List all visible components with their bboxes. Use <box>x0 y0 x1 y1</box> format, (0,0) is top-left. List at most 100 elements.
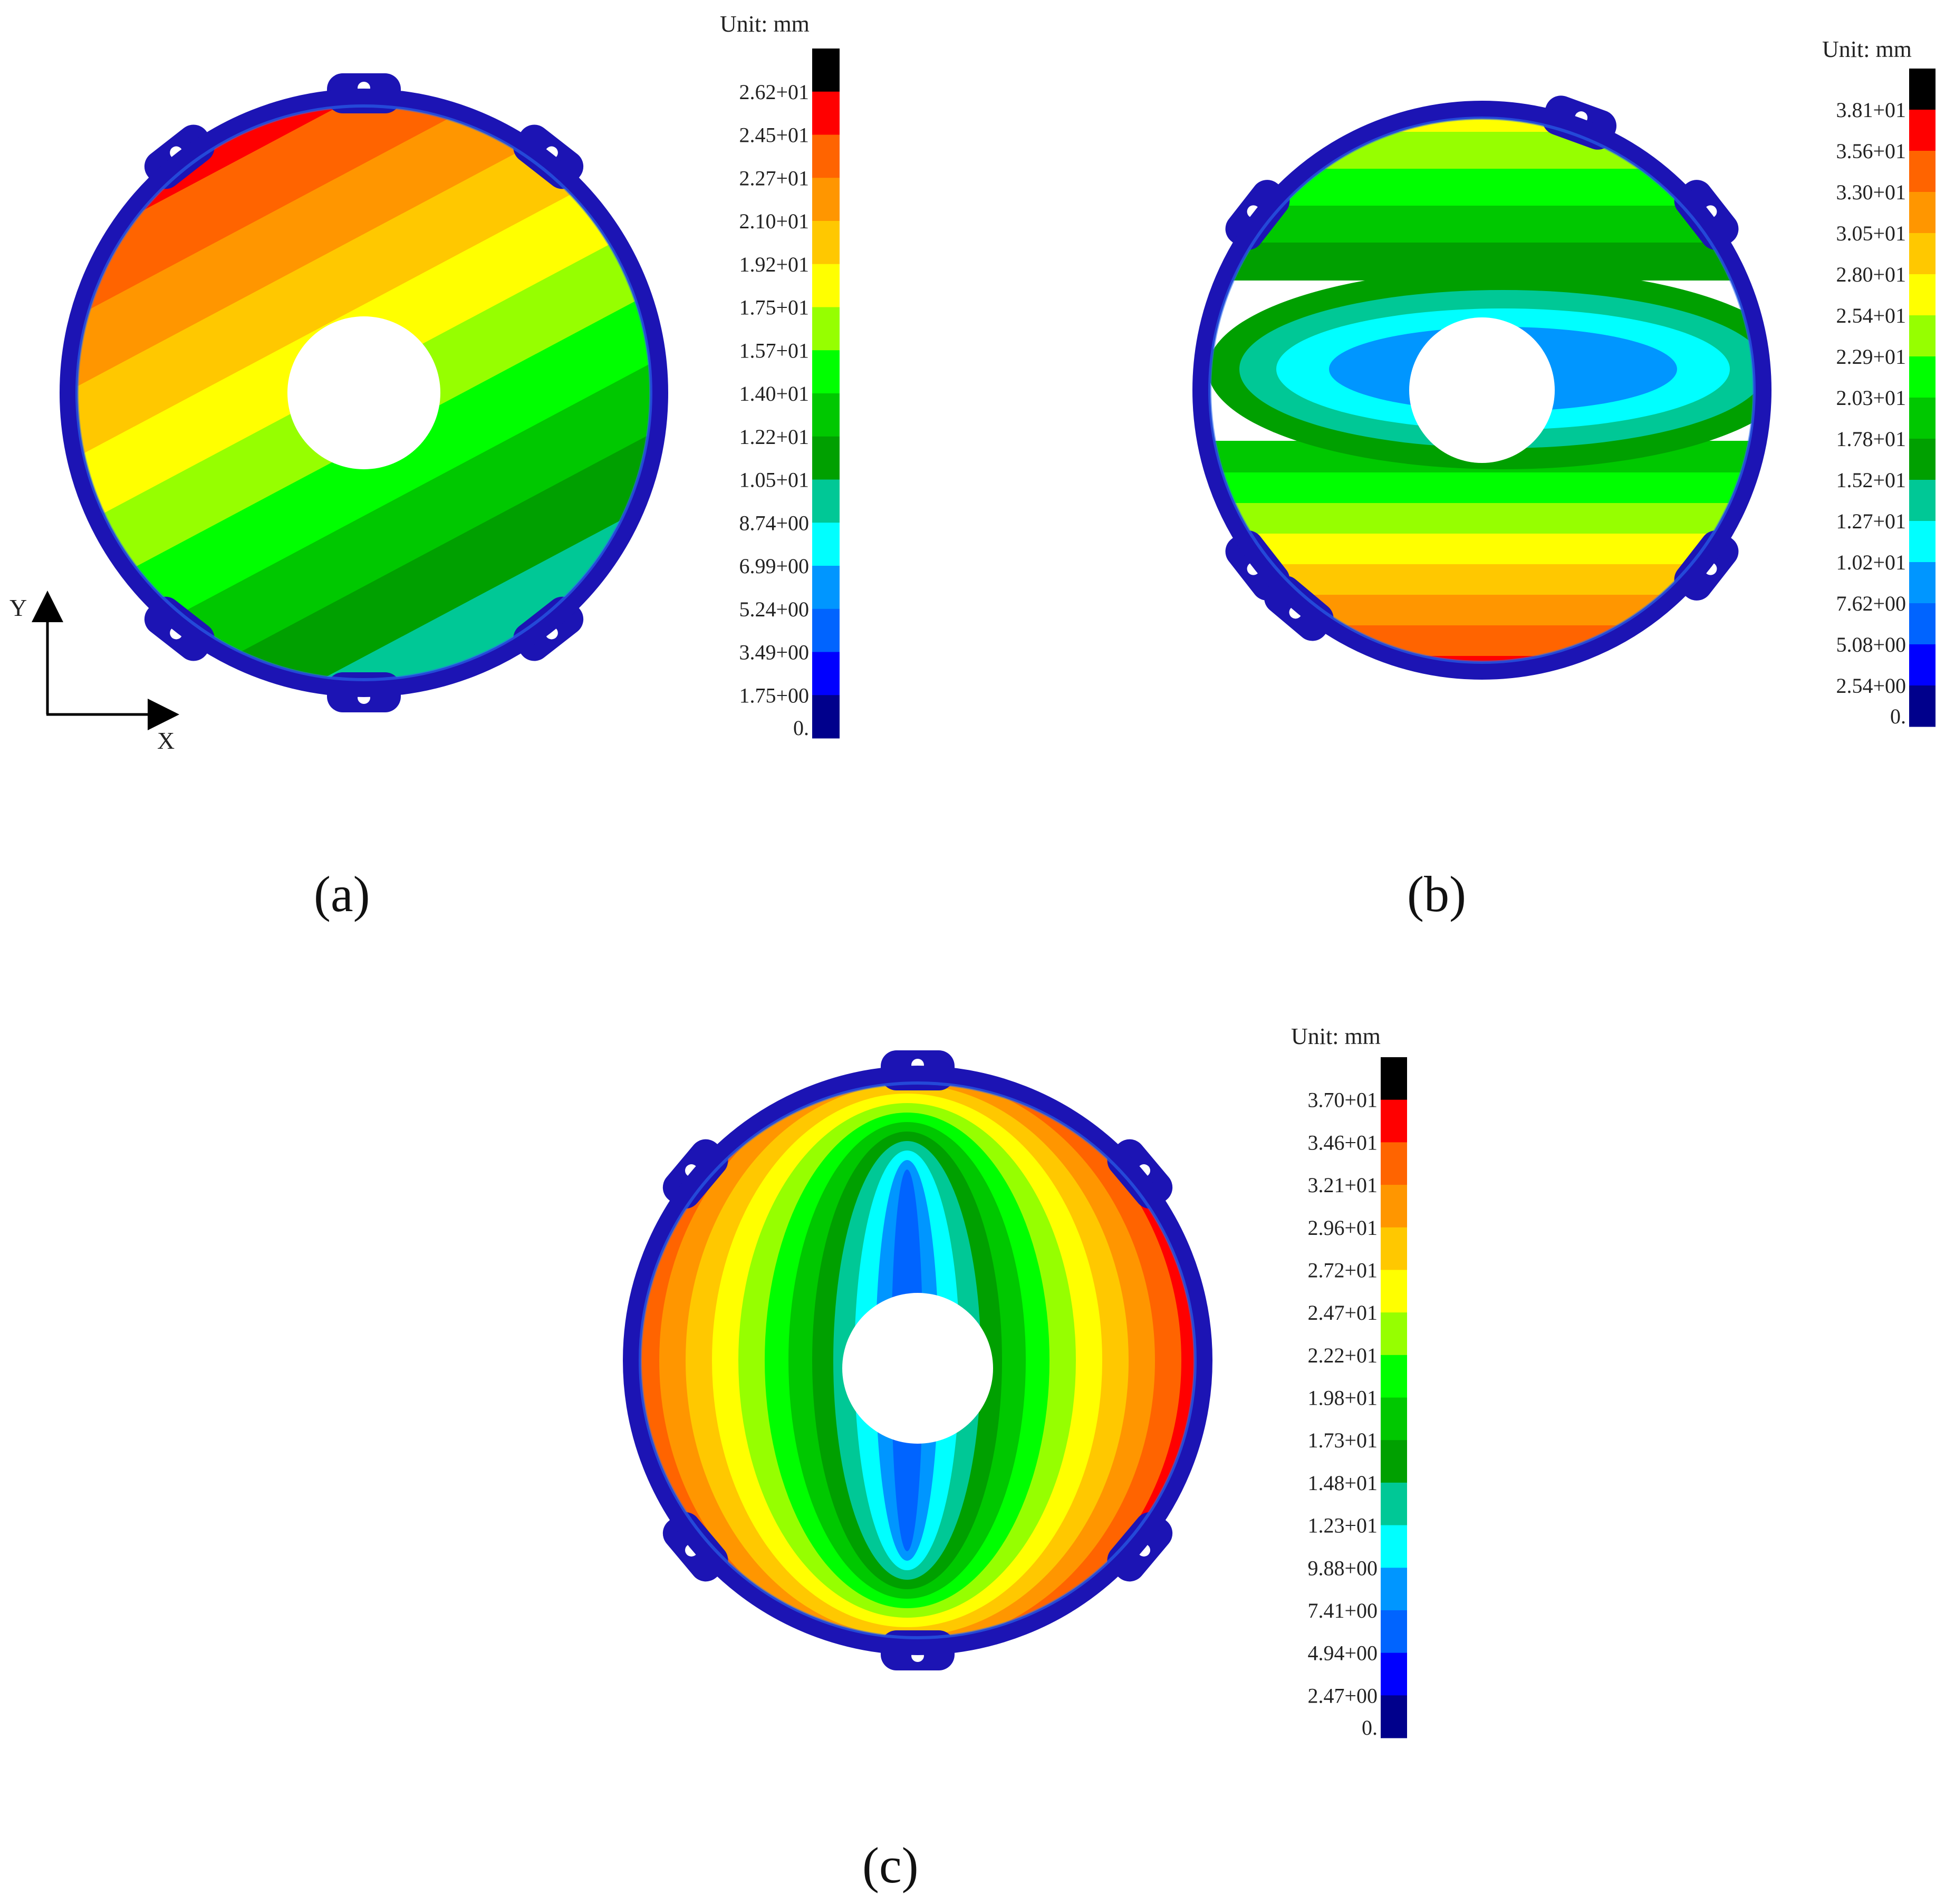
legend-swatches-c <box>1381 1057 1407 1738</box>
legend-swatch-b-10 <box>1909 274 1936 316</box>
legend-swatch-c-11 <box>1381 1227 1407 1270</box>
legend-tick-a-1: 2.45+01 <box>739 123 809 147</box>
legend-tick-c-2: 3.21+01 <box>1307 1173 1378 1197</box>
unit-label-a: Unit: mm <box>720 11 810 37</box>
legend-swatch-b-11 <box>1909 233 1936 275</box>
legend-swatch-a-8 <box>812 350 840 394</box>
legend-tick-c-1: 3.46+01 <box>1307 1130 1378 1154</box>
legend-swatch-c-3 <box>1381 1568 1407 1611</box>
y-axis-label: Y <box>9 594 27 621</box>
contour-band-b-low-1 <box>1208 624 1756 656</box>
legend-swatch-c-9 <box>1381 1312 1407 1356</box>
legend-tick-a-15: 0. <box>793 716 809 740</box>
legend-tick-a-0: 2.62+01 <box>739 80 809 104</box>
caption-a: (a) <box>314 866 370 922</box>
legend-tick-c-8: 1.73+01 <box>1307 1428 1378 1452</box>
legend-swatch-c-15 <box>1381 1057 1407 1100</box>
legend-tick-c-5: 2.47+01 <box>1307 1301 1378 1325</box>
caption-b: (b) <box>1407 866 1466 922</box>
contour-band-b-low-4 <box>1208 533 1756 564</box>
legend-tick-c-12: 7.41+00 <box>1307 1599 1378 1622</box>
colorbar-c: Unit: mm 3.70+01 3.46+01 3.21+01 2.96+01 2.7… <box>1291 1023 1407 1739</box>
caption-c: (c) <box>862 1837 919 1893</box>
legend-tick-b-10: 1.27+01 <box>1836 509 1906 533</box>
legend-swatch-a-7 <box>812 393 840 437</box>
legend-swatch-c-10 <box>1381 1270 1407 1313</box>
legend-tick-b-6: 2.29+01 <box>1836 345 1906 369</box>
legend-tick-a-11: 6.99+00 <box>739 554 809 578</box>
ring-inner-edge-a <box>75 104 652 681</box>
legend-tick-a-10: 8.74+00 <box>739 511 809 535</box>
legend-swatch-b-2 <box>1909 603 1936 645</box>
contour-band-b-up-1 <box>1208 132 1756 170</box>
legend-swatch-b-9 <box>1909 315 1936 357</box>
legend-tick-b-12: 7.62+00 <box>1836 592 1906 615</box>
legend-swatches-b <box>1909 69 1936 727</box>
contour-band-b-low-5 <box>1208 502 1756 534</box>
panel-a: Y X Unit: mm 2.62+01 2.45+01 2.27+01 2.10+0… <box>9 11 840 922</box>
legend-swatch-a-1 <box>812 652 840 695</box>
legend-tick-c-14: 2.47+00 <box>1307 1684 1378 1707</box>
legend-swatch-a-13 <box>812 134 840 178</box>
legend-swatch-a-9 <box>812 307 840 351</box>
legend-swatch-c-1 <box>1381 1652 1407 1696</box>
legend-tick-b-9: 1.52+01 <box>1836 468 1906 492</box>
contour-band-a-8 <box>75 321 653 682</box>
legend-tick-a-9: 1.05+01 <box>739 468 809 492</box>
legend-tick-a-4: 1.92+01 <box>739 253 809 276</box>
legend-swatch-c-8 <box>1381 1355 1407 1398</box>
legend-tick-a-2: 2.27+01 <box>739 166 809 190</box>
legend-tick-a-7: 1.40+01 <box>739 382 809 405</box>
legend-tick-c-11: 9.88+00 <box>1307 1556 1378 1580</box>
legend-tick-c-0: 3.70+01 <box>1307 1088 1378 1112</box>
center-hole-a <box>287 316 440 469</box>
legend-tick-c-7: 1.98+01 <box>1307 1386 1378 1410</box>
legend-swatch-a-15 <box>812 49 840 92</box>
legend-swatch-b-0 <box>1909 685 1936 727</box>
legend-tick-b-3: 3.05+01 <box>1836 221 1906 245</box>
colorbar-a: Unit: mm 2.62+01 2.45+01 2.27+01 2.10+01 1.9… <box>720 11 840 740</box>
legend-swatch-a-6 <box>812 436 840 480</box>
axis-indicator: Y X <box>9 591 179 754</box>
legend-swatch-c-13 <box>1381 1142 1407 1185</box>
ring-a <box>60 89 668 697</box>
legend-swatch-c-5 <box>1381 1482 1407 1526</box>
legend-swatch-b-4 <box>1909 521 1936 563</box>
panel-b: Unit: mm 3.81+01 3.56+01 3.30+01 3.05+01 2.8… <box>1192 36 1936 922</box>
legend-swatch-a-0 <box>812 695 840 739</box>
legend-swatches-a <box>812 49 840 739</box>
legend-tick-a-14: 1.75+00 <box>739 683 809 707</box>
legend-tick-c-4: 2.72+01 <box>1307 1258 1378 1282</box>
legend-tick-c-10: 1.23+01 <box>1307 1514 1378 1538</box>
legend-tick-b-7: 2.03+01 <box>1836 386 1906 410</box>
legend-tick-b-4: 2.80+01 <box>1836 263 1906 286</box>
legend-swatch-a-10 <box>812 264 840 307</box>
legend-ticks-a: 2.62+01 2.45+01 2.27+01 2.10+01 1.92+01 1.75+… <box>739 80 809 740</box>
legend-tick-c-13: 4.94+00 <box>1307 1641 1378 1665</box>
legend-ticks-c: 3.70+01 3.46+01 3.21+01 2.96+01 2.72+01 2.47+… <box>1307 1088 1378 1739</box>
legend-swatch-c-4 <box>1381 1525 1407 1568</box>
ring-b <box>1192 101 1771 680</box>
mount-ring-c <box>623 1050 1212 1670</box>
legend-swatch-a-3 <box>812 566 840 610</box>
legend-swatch-b-6 <box>1909 439 1936 480</box>
mount-ring-b <box>1192 95 1771 680</box>
legend-swatch-b-15 <box>1909 69 1936 110</box>
unit-label-b: Unit: mm <box>1822 36 1912 62</box>
legend-swatch-c-2 <box>1381 1610 1407 1654</box>
legend-swatch-b-13 <box>1909 151 1936 192</box>
contour-band-a-6 <box>75 211 653 682</box>
legend-swatch-a-12 <box>812 178 840 221</box>
contour-band-a-9 <box>75 375 653 682</box>
legend-swatch-a-5 <box>812 479 840 523</box>
legend-tick-b-15: 0. <box>1890 704 1906 728</box>
legend-swatch-c-7 <box>1381 1397 1407 1441</box>
legend-swatch-b-3 <box>1909 562 1936 604</box>
legend-swatch-b-7 <box>1909 398 1936 439</box>
contour-band-a-3 <box>75 104 653 548</box>
contour-band-b-up-3 <box>1208 206 1756 244</box>
legend-tick-b-0: 3.81+01 <box>1836 98 1906 122</box>
legend-tick-b-13: 5.08+00 <box>1836 633 1906 656</box>
contour-plot-c <box>623 1050 1212 1670</box>
legend-swatch-b-12 <box>1909 192 1936 234</box>
